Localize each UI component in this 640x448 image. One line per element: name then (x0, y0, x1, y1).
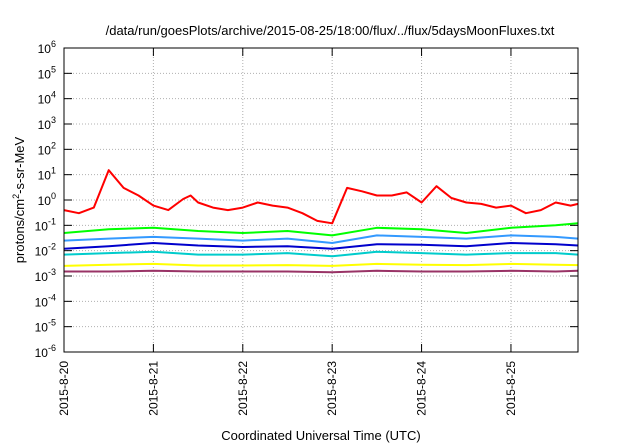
series-line (64, 269, 579, 274)
y-tick-label-exp: 2 (51, 140, 56, 150)
y-tick-label: 103 (38, 115, 56, 132)
y-tick-label-exp: -1 (48, 216, 56, 226)
y-tick-label-exp: -5 (48, 318, 56, 328)
y-tick-label-exp: 4 (51, 90, 56, 100)
y-axis: 10-610-510-410-310-210-11001011021031041… (35, 39, 578, 360)
y-tick-label-exp: -3 (48, 267, 56, 277)
y-tick-label-base: 10 (35, 270, 49, 284)
x-tick-label: 2015-8-25 (504, 361, 518, 416)
y-tick-label-base: 10 (38, 143, 52, 157)
y-tick-label-base: 10 (38, 194, 52, 208)
series-line (63, 242, 579, 250)
y-tick-label-exp: 3 (51, 115, 56, 125)
x-tick-label: 2015-8-21 (146, 361, 160, 416)
x-axis-label: Coordinated Universal Time (UTC) (221, 428, 420, 443)
y-tick-label: 101 (38, 166, 56, 183)
series-line (63, 250, 579, 258)
y-tick-label: 105 (38, 64, 56, 81)
y-tick-label: 106 (38, 39, 56, 56)
y-tick-label-base: 10 (38, 169, 52, 183)
y-axis-label-base: protons/cm (12, 199, 27, 263)
y-tick-label-base: 10 (35, 295, 49, 309)
y-tick-label-base: 10 (35, 219, 49, 233)
series-line (63, 234, 579, 244)
y-axis-label-rest: -s-sr-MeV (12, 136, 27, 193)
y-tick-label-exp: -2 (48, 242, 56, 252)
y-tick-label: 102 (38, 140, 56, 157)
y-tick-label-base: 10 (35, 321, 49, 335)
y-tick-label-base: 10 (35, 346, 49, 360)
y-tick-label-exp: 0 (51, 191, 56, 201)
y-axis-label: protons/cm2-s-sr-MeV (11, 136, 27, 263)
series-line (63, 222, 579, 237)
y-tick-label-exp: 6 (51, 39, 56, 49)
y-tick-label: 104 (38, 90, 56, 107)
y-axis-label-sup: 2 (11, 194, 21, 199)
y-tick-label-base: 10 (38, 118, 52, 132)
chart-title: /data/run/goesPlots/archive/2015-08-25/1… (106, 23, 555, 38)
y-tick-label-exp: 5 (51, 64, 56, 74)
series-line (63, 169, 579, 225)
series-line (63, 262, 579, 267)
y-tick-label: 10-4 (35, 292, 56, 309)
x-tick-label: 2015-8-24 (415, 361, 429, 416)
y-tick-label: 10-3 (35, 267, 56, 284)
y-tick-label-base: 10 (35, 245, 49, 259)
y-tick-label: 10-2 (35, 242, 56, 259)
y-tick-label: 100 (38, 191, 56, 208)
y-tick-label: 10-1 (35, 216, 56, 233)
y-tick-label-base: 10 (38, 42, 52, 56)
y-tick-label-base: 10 (38, 67, 52, 81)
y-tick-label: 10-5 (35, 318, 56, 335)
y-tick-label-base: 10 (38, 93, 52, 107)
x-tick-label: 2015-8-22 (236, 361, 250, 416)
series-group (63, 169, 579, 274)
x-tick-label: 2015-8-20 (57, 361, 71, 416)
x-tick-label: 2015-8-23 (325, 361, 339, 416)
y-tick-label-exp: -6 (48, 343, 56, 353)
x-axis: 2015-8-20 2015-8-21 2015-8-22 2015-8-23 2015… (57, 48, 518, 416)
y-tick-label-exp: -4 (48, 292, 56, 302)
y-tick-label-exp: 1 (51, 166, 56, 176)
y-tick-label: 10-6 (35, 343, 56, 360)
